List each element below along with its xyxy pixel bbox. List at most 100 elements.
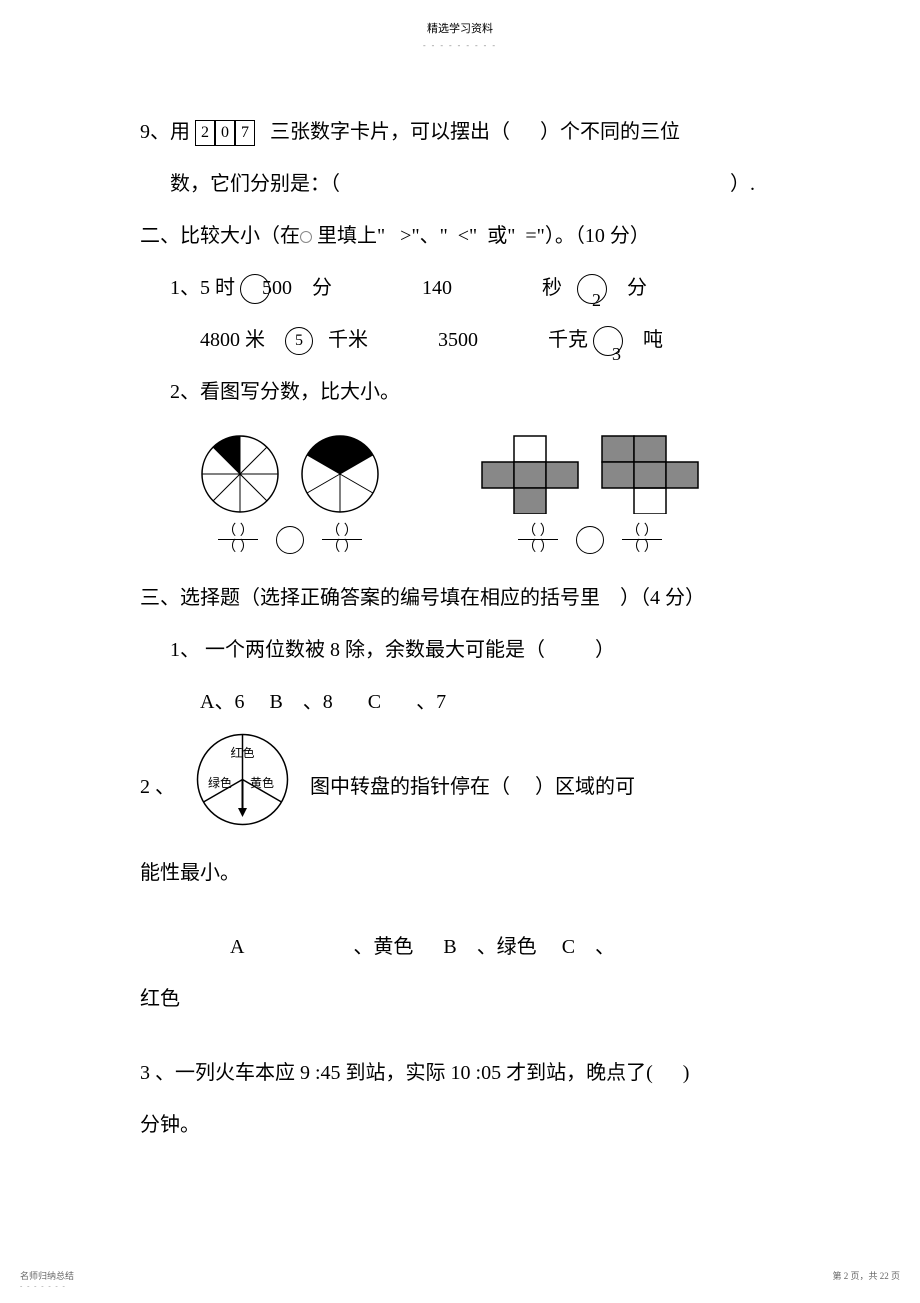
s2r3: 2、看图写分数，比大小。 [170, 381, 400, 403]
page: 精选学习资料 - - - - - - - - - 9、用 207 三张数字卡片，… [0, 0, 920, 1300]
grids [480, 434, 700, 514]
s2r2c: 千米 [328, 329, 368, 351]
s3q1e: ） [595, 639, 615, 661]
s3q1: 1、 一个两位数被 8 除，余数最大可能是（ [170, 639, 545, 661]
spinner-green-label: 绿色 [208, 775, 232, 790]
content-body: 9、用 207 三张数字卡片，可以摆出（ ）个不同的三位 数，它们分别是：（ ）… [60, 110, 860, 1147]
sec3-q2-l2: 能性最小。 [140, 851, 780, 895]
q2B: B [443, 936, 456, 958]
s2r1b: 500 [262, 277, 292, 299]
card-2: 2 [195, 120, 215, 146]
q9-line1: 9、用 207 三张数字卡片，可以摆出（ ）个不同的三位 [140, 110, 780, 154]
q2a: 2 、 [140, 765, 175, 809]
card-7: 7 [235, 120, 255, 146]
pie-group: （ ） （ ） （ ） （ ） [200, 434, 380, 556]
sec2-title: 二、比较大小（在 里填上" >"、" <" 或" ="）。（10 分） [140, 214, 780, 258]
grid-shape-1 [480, 434, 580, 514]
s2r1a: 1、5 时 [170, 277, 235, 299]
sec3-q1-opts: A、6 B 、8 C 、7 [140, 680, 780, 724]
fraction-blank-4: （ ） （ ） [622, 524, 662, 556]
q3: 3 、一列火车本应 9 :45 到站，实际 10 :05 才到站，晚点了( [140, 1062, 653, 1084]
s2-lt: <" [458, 225, 477, 247]
compare-circle-1 [276, 526, 304, 554]
circled-5: 5 [285, 327, 313, 355]
s2r2d: 3500 [438, 329, 478, 351]
s2-tb: 里填上" [317, 225, 385, 247]
sec3-q3-l2: 分钟。 [140, 1103, 780, 1147]
s3te: ）（4 分） [620, 587, 705, 609]
q2C: C [562, 936, 575, 958]
s2r1d: 140 [422, 277, 452, 299]
q2d: 能性最小。 [140, 862, 240, 884]
q1A: A、6 [200, 691, 244, 713]
blank-circle-3: 3 [593, 326, 623, 356]
sec3-title: 三、选择题（选择正确答案的编号填在相应的括号里 ）（4 分） [140, 576, 780, 620]
footer-left-text: 名师归纳总结 [20, 1269, 74, 1282]
grid-shape-2 [600, 434, 700, 514]
s2-eq: ="）。（10 分） [525, 225, 649, 247]
footer-left: 名师归纳总结 - - - - - - - [20, 1269, 74, 1290]
q2c: ）区域的可 [535, 765, 635, 809]
sec3-q1: 1、 一个两位数被 8 除，余数最大可能是（ ） [140, 628, 780, 672]
sec3-q2-red: 红色 [140, 977, 780, 1021]
q1C: C [368, 691, 381, 713]
s2r1e: 秒 [542, 277, 562, 299]
fraction-blank-1: （ ） （ ） [218, 524, 258, 556]
sec3-q3: 3 、一列火车本应 9 :45 到站，实际 10 :05 才到站，晚点了( ) [140, 1051, 780, 1095]
q3e: ) [683, 1062, 690, 1084]
footer-left-dots: - - - - - - - [20, 1282, 74, 1290]
s2r1f: 2 [592, 290, 601, 310]
frac-row-1: （ ） （ ） （ ） （ ） [218, 524, 362, 556]
s2-tc: 或" [487, 225, 515, 247]
blank-circle-2: 2 [577, 274, 607, 304]
q9-mid: 三张数字卡片，可以摆出（ [270, 121, 510, 143]
small-circle-icon [300, 231, 312, 243]
s2r2f: 3 [612, 344, 621, 364]
top-header: 精选学习资料 [60, 20, 860, 36]
s2r2a: 4800 米 [200, 329, 265, 351]
q2A2: 、黄色 [353, 936, 413, 958]
sec3-q2-opts: A 、黄色 B 、绿色 C 、 [140, 925, 780, 969]
top-dots: - - - - - - - - - [60, 41, 860, 50]
page-footer: 名师归纳总结 - - - - - - - 第 2 页，共 22 页 [20, 1269, 900, 1290]
q9-line2: 数，它们分别是：（ ）. [140, 162, 780, 206]
s2-gt: >"、" [400, 225, 448, 247]
q3l2: 分钟。 [140, 1114, 200, 1136]
pies [200, 434, 380, 514]
q9-prefix: 9、用 [140, 121, 190, 143]
footer-right: 第 2 页，共 22 页 [832, 1269, 900, 1290]
q9-l2b: ）. [730, 173, 755, 195]
frac-row-2: （ ） （ ） （ ） （ ） [518, 524, 662, 556]
spinner-red-label: 红色 [230, 745, 254, 760]
q2B2: 、绿色 [477, 936, 537, 958]
pie-chart-2 [300, 434, 380, 514]
card-0: 0 [215, 120, 235, 146]
q9-end1: ）个不同的三位 [540, 121, 680, 143]
sec3-q2: 2 、 红色 绿色 黄色 图中转盘的指针停在（ ）区域的可 [140, 732, 780, 843]
spinner-yellow-label: 黄色 [250, 776, 274, 790]
q2C2: 、 [595, 936, 615, 958]
s2r1c: 分 [312, 277, 332, 299]
sec2-r2: 4800 米 5 千米 3500 千克 3 吨 [140, 318, 780, 362]
pie-chart-1 [200, 434, 280, 514]
compare-circle-2 [576, 526, 604, 554]
q2red: 红色 [140, 988, 180, 1010]
fraction-blank-3: （ ） （ ） [518, 524, 558, 556]
sec2-r1: 1、5 时 500 分 140 秒 2 分 [140, 266, 780, 310]
q1B: B [269, 691, 282, 713]
s2-ta: 二、比较大小（在 [140, 225, 300, 247]
s3t: 三、选择题（选择正确答案的编号填在相应的括号里 [140, 587, 600, 609]
q2A: A [230, 936, 243, 958]
q1C2: 、7 [416, 691, 446, 713]
sec2-sub2: 2、看图写分数，比大小。 [140, 370, 780, 414]
diagram-row: （ ） （ ） （ ） （ ） [140, 434, 780, 556]
spinner-diagram: 红色 绿色 黄色 [195, 732, 290, 843]
grid-group: （ ） （ ） （ ） （ ） [480, 434, 700, 556]
q9-l2a: 数，它们分别是：（ [170, 173, 340, 195]
q2b: 图中转盘的指针停在（ [310, 765, 510, 809]
s2r1g: 分 [627, 277, 647, 299]
s2r2g: 吨 [643, 329, 663, 351]
fraction-blank-2: （ ） （ ） [322, 524, 362, 556]
s2r2e: 千克 [548, 329, 588, 351]
q1B2: 、8 [303, 691, 333, 713]
